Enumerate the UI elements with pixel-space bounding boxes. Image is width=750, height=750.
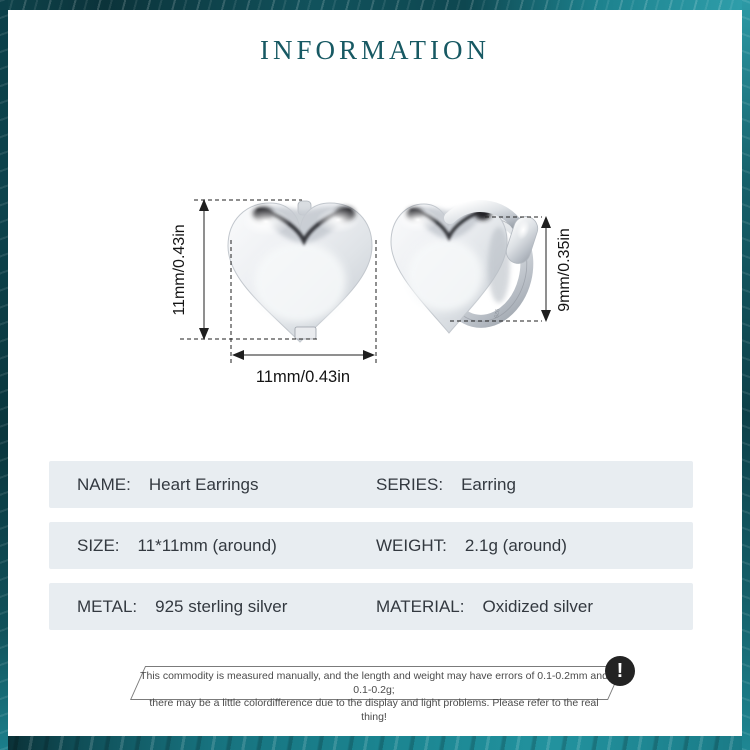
right-height-dimension-label: 9mm/0.35in <box>556 228 573 312</box>
table-row-size-weight: SIZE: 11*11mm (around) WEIGHT: 2.1g (aro… <box>49 522 693 569</box>
lobe-highlight-right <box>316 207 360 233</box>
disclaimer-line-2: there may be a little colordifference du… <box>149 697 599 723</box>
left-height-dimension-label: 11mm/0.43in <box>171 224 188 315</box>
name-label: NAME: <box>77 474 131 494</box>
name-value: Heart Earrings <box>148 474 259 494</box>
cell-material: MATERIAL: Oxidized silver <box>376 597 693 617</box>
right-arrowheads <box>541 216 551 322</box>
size-label: SIZE: <box>77 535 120 555</box>
marble-border-right <box>742 0 750 750</box>
right-dimension-lines <box>450 216 547 322</box>
weight-label: WEIGHT: <box>376 535 447 555</box>
clasp-tab <box>294 326 317 340</box>
material-label: MATERIAL: <box>376 596 465 616</box>
earrings-illustration: 925 11mm/0.43in 11mm/0.43in <box>171 199 573 386</box>
heart-center-glow <box>407 239 483 311</box>
cell-metal: METAL: 925 sterling silver <box>49 597 376 617</box>
table-row-metal-material: METAL: 925 sterling silver MATERIAL: Oxi… <box>49 583 693 630</box>
disclaimer-line-1: This commodity is measured manually, and… <box>140 670 608 696</box>
left-width-dimension-label: 11mm/0.43in <box>256 368 350 386</box>
weight-value: 2.1g (around) <box>464 535 567 555</box>
series-label: SERIES: <box>376 474 444 494</box>
lobe-highlight-left <box>398 208 438 232</box>
series-value: Earring <box>461 474 516 494</box>
left-dimension-lines <box>180 199 377 366</box>
lobe-highlight-left <box>242 208 290 236</box>
left-heart-earring <box>227 200 373 343</box>
page-title: INFORMATION <box>259 35 490 65</box>
hoop-top-arc <box>444 200 524 232</box>
right-edge-shade <box>488 227 510 303</box>
cell-name: NAME: Heart Earrings <box>49 475 376 495</box>
cell-size: SIZE: 11*11mm (around) <box>49 536 376 556</box>
earrings-dimension-figure: 925 11mm/0.43in 11mm/0.43in <box>150 170 610 400</box>
metal-value: 925 sterling silver <box>155 596 288 616</box>
left-arrowheads <box>199 199 375 360</box>
clasp-knob-highlight <box>516 220 530 240</box>
cell-weight: WEIGHT: 2.1g (around) <box>376 536 693 556</box>
heart-center-glow <box>254 242 346 322</box>
table-row-name-series: NAME: Heart Earrings SERIES: Earring <box>49 461 693 508</box>
marble-border-left <box>0 0 8 750</box>
hallmark-stamp: 925 <box>492 308 500 318</box>
size-value: 11*11mm (around) <box>137 535 277 555</box>
metal-label: METAL: <box>77 596 138 616</box>
cell-series: SERIES: Earring <box>376 475 693 495</box>
exclamation-icon: ! <box>605 656 635 686</box>
disclaimer-text: This commodity is measured manually, and… <box>138 670 610 724</box>
marble-border-bottom <box>0 736 750 750</box>
marble-border-top <box>0 0 750 10</box>
material-value: Oxidized silver <box>482 596 594 616</box>
right-heart-earring: 925 <box>390 200 539 334</box>
spec-table: NAME: Heart Earrings SERIES: Earring SIZ… <box>49 461 693 644</box>
